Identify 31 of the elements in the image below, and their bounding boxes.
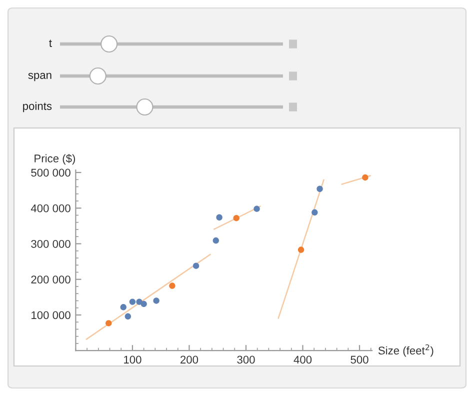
point <box>212 237 220 244</box>
point <box>362 174 368 181</box>
y-tick-label: 500 000 <box>31 168 70 177</box>
point <box>312 209 318 216</box>
y-tick-label: 400 000 <box>30 204 70 212</box>
y-axis-title: Price ($) <box>34 154 76 165</box>
y-tick-label: 200 000 <box>31 276 70 284</box>
point <box>140 300 147 308</box>
point <box>153 298 160 304</box>
y-tick-label: 100 000 <box>32 311 70 320</box>
text: t <box>49 40 52 47</box>
text: points <box>23 102 52 112</box>
y-tick-label: 300 000 <box>31 240 70 248</box>
x-tick-label: 400 <box>294 356 312 364</box>
x-tick-label: 100 <box>124 356 142 364</box>
x-tick-label: 300 <box>237 356 255 364</box>
point <box>124 313 132 320</box>
x-axis-title: Size (feet$^{2}$) <box>378 344 434 357</box>
x-tick-label: 500 <box>350 356 368 364</box>
point <box>316 186 323 192</box>
point <box>106 320 112 326</box>
point <box>129 298 136 305</box>
text: span <box>28 72 52 82</box>
x-tick-label: 200 <box>180 356 198 364</box>
point <box>192 262 200 269</box>
point <box>233 214 240 222</box>
point <box>254 206 260 212</box>
point <box>216 214 222 220</box>
point <box>169 282 176 289</box>
point <box>120 304 126 310</box>
point <box>298 246 304 253</box>
